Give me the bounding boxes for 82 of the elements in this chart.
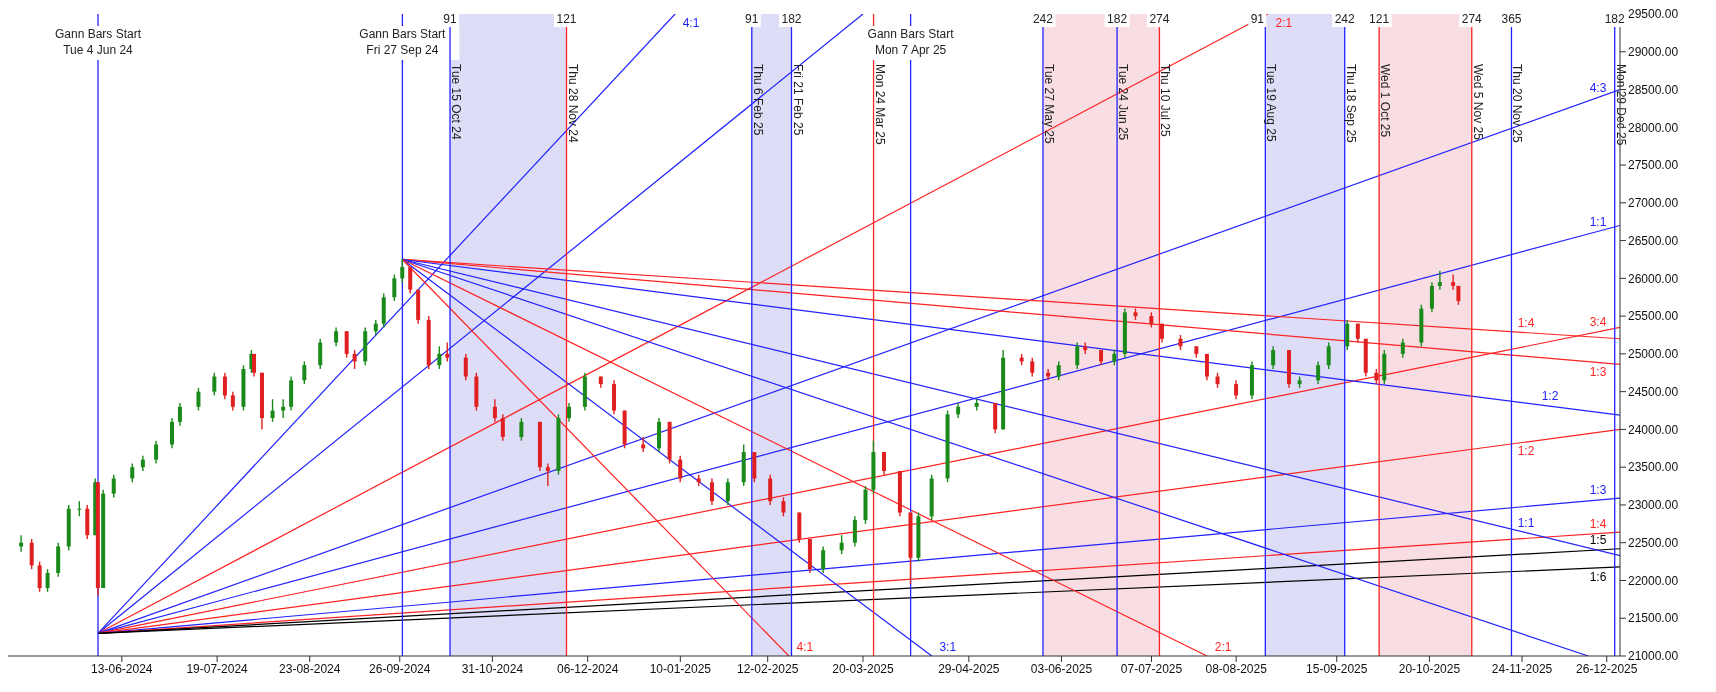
ref-line-label: Mon 24 Mar 25 [872,64,887,146]
annotation: 182 [1604,12,1626,27]
ref-line-label: Mon 29 Dec 25 [1613,64,1628,146]
annotation: 91 [443,12,458,27]
annotation: 274 [1149,12,1170,27]
x-tick-label: 03-06-2025 [1030,661,1093,676]
y-tick-label: 27000.00 [1628,196,1679,211]
annotation: 242 [1032,12,1054,27]
series-label: 4:3 [1589,80,1607,95]
y-tick-label: 23000.00 [1628,498,1679,513]
annotation: 121 [1369,12,1390,27]
y-tick-label: 22500.00 [1628,535,1679,550]
x-tick-label: 24-11-2025 [1491,661,1553,676]
x-tick-label: 07-07-2025 [1120,661,1183,676]
y-tick-label: 25000.00 [1628,347,1679,362]
annotation: 121 [556,12,577,27]
x-tick-label: 15-09-2025 [1306,661,1368,676]
series-label: 1:2 [1541,389,1559,404]
ref-line-label: Wed 1 Oct 25 [1378,64,1393,138]
annotation: 182 [1107,12,1128,27]
y-tick-label: 25500.00 [1628,309,1679,324]
series-label: 1:3 [1589,483,1607,498]
x-tick-label: 31-10-2024 [461,661,524,676]
series-label: 1:6 [1589,570,1607,585]
y-tick-label: 28000.00 [1628,120,1679,135]
y-tick-label: 24500.00 [1628,384,1679,399]
y-tick-label: 23500.00 [1628,460,1679,475]
y-tick-label: 29500.00 [1628,7,1679,22]
annotation: 182 [781,12,802,27]
x-tick-label: 08-08-2025 [1205,661,1268,676]
y-tick-label: 21500.00 [1628,611,1679,626]
series-label: 1:4 [1517,315,1535,330]
x-tick-label: 26-09-2024 [369,661,431,676]
series-label: 1:3 [1589,364,1607,379]
series-label: 1:5 [1589,533,1607,548]
ref-line-label: Fri 21 Feb 25 [790,64,805,136]
ref-line-label: Thu 28 Nov 24 [565,64,580,144]
series-label: 1:2 [1517,444,1535,459]
annotation: 242 [1334,12,1356,27]
x-tick-label: 20-10-2025 [1398,661,1461,676]
ref-line-label: Tue 19 Aug 25 [1264,64,1279,142]
y-tick-label: 26500.00 [1628,233,1679,248]
ref-line-label: Gann Bars Start Fri 27 Sep 24 [359,27,447,57]
y-tick-label: 26000.00 [1628,271,1679,286]
y-tick-label: 24000.00 [1628,422,1679,437]
x-tick-label: 19-07-2024 [186,661,249,676]
y-tick-label: 28500.00 [1628,82,1679,97]
series-label: 3:1 [939,640,957,655]
x-tick-label: 23-08-2024 [279,661,341,676]
series-label: 1:4 [1589,516,1607,531]
x-tick-label: 06-12-2024 [556,661,619,676]
x-tick-label: 10-01-2025 [649,661,712,676]
series-label: 4:1 [682,16,700,31]
ref-line-label: Tue 15 Oct 24 [449,64,464,140]
series-label: 3:4 [1589,315,1607,330]
y-tick-label: 22000.00 [1628,573,1679,588]
x-tick-label: 12-02-2025 [736,661,799,676]
ref-line-label: Tue 24 Jun 25 [1116,64,1131,141]
series-label: 2:1 [1275,16,1293,31]
x-tick-label: 20-03-2025 [832,661,894,676]
series-label: 4:1 [796,640,814,655]
ref-line-label: Thu 6 Feb 25 [750,64,765,136]
ref-line-label: Thu 20 Nov 25 [1510,64,1525,144]
ref-line-label: Thu 18 Sep 25 [1343,64,1358,144]
annotation: 91 [1250,12,1265,27]
x-tick-label: 29-04-2025 [938,661,1000,676]
ref-line-label: Thu 10 Jul 25 [1158,64,1173,138]
series-label: 1:1 [1589,214,1607,229]
ref-line-label: Gann Bars Start Mon 7 Apr 25 [867,27,955,57]
x-tick-label: 13-06-2024 [91,661,153,676]
annotation: 274 [1461,12,1483,27]
annotation: 91 [745,12,759,27]
y-tick-label: 27500.00 [1628,158,1679,173]
y-tick-label: 29000.00 [1628,45,1679,60]
y-tick-label: 21000.00 [1628,649,1679,664]
ref-line-label: Gann Bars Start Tue 4 Jun 24 [54,27,142,57]
x-tick-label: 26-12-2025 [1576,661,1638,676]
ref-line-label: Tue 27 May 25 [1041,64,1056,144]
ref-line-label: Wed 5 Nov 25 [1470,64,1485,141]
series-label: 1:1 [1517,515,1535,530]
annotation: 365 [1501,12,1522,27]
series-label: 2:1 [1214,640,1232,655]
